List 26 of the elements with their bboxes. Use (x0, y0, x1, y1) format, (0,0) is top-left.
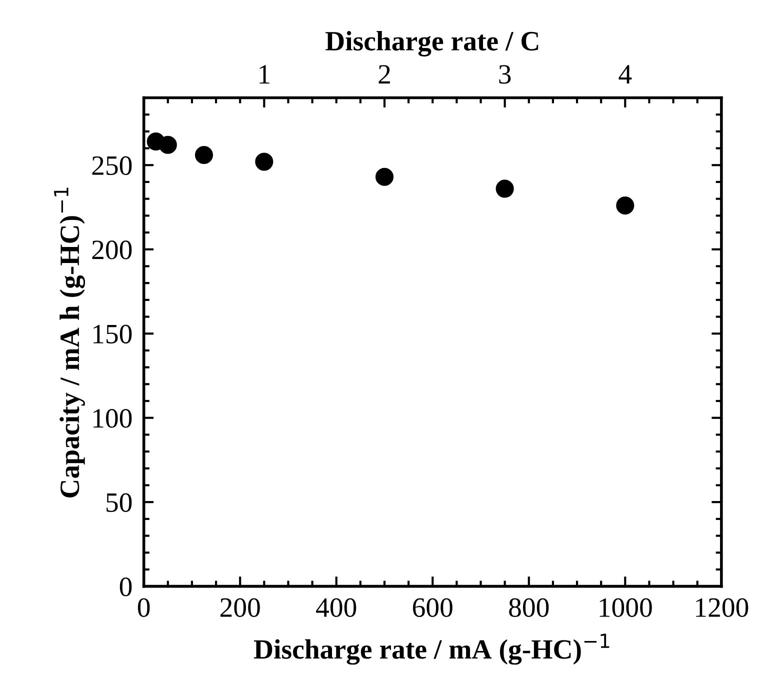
x2-tick-label: 4 (618, 65, 632, 84)
y-tick-label: 250 (92, 156, 132, 176)
y-tick-label: 150 (93, 324, 132, 344)
x-axis-title: Discharge rate / mA (g-HC)$^{−1}$ (254, 634, 610, 665)
x-tick-label: 600 (412, 598, 452, 617)
y-tick-label: 0 (120, 577, 132, 596)
x-tick-label: 1000 (600, 598, 652, 617)
x2-tick-label: 3 (499, 65, 511, 84)
point (496, 180, 514, 198)
y-axis-title: Capacity / mA h (g-HC)$^{−1}$ (54, 188, 86, 498)
x2-tick-label: 2 (378, 65, 390, 84)
y-tick-label: 50 (106, 493, 132, 512)
y-tick-label: 200 (92, 240, 132, 260)
point (255, 152, 274, 171)
y-tick-label: 100 (93, 409, 132, 428)
point (194, 146, 214, 164)
x-tick-label: 0 (138, 598, 150, 617)
x-tick-label: 400 (316, 598, 356, 617)
x2-axis-title: Discharge rate / C (326, 31, 538, 56)
x-tick-label: 800 (509, 598, 549, 617)
point (616, 196, 634, 215)
x-tick-label: 1200 (696, 598, 748, 617)
x2-tick-label: 1 (260, 65, 270, 84)
point (158, 136, 177, 154)
x-tick-label: 200 (220, 598, 260, 617)
point (375, 168, 394, 186)
